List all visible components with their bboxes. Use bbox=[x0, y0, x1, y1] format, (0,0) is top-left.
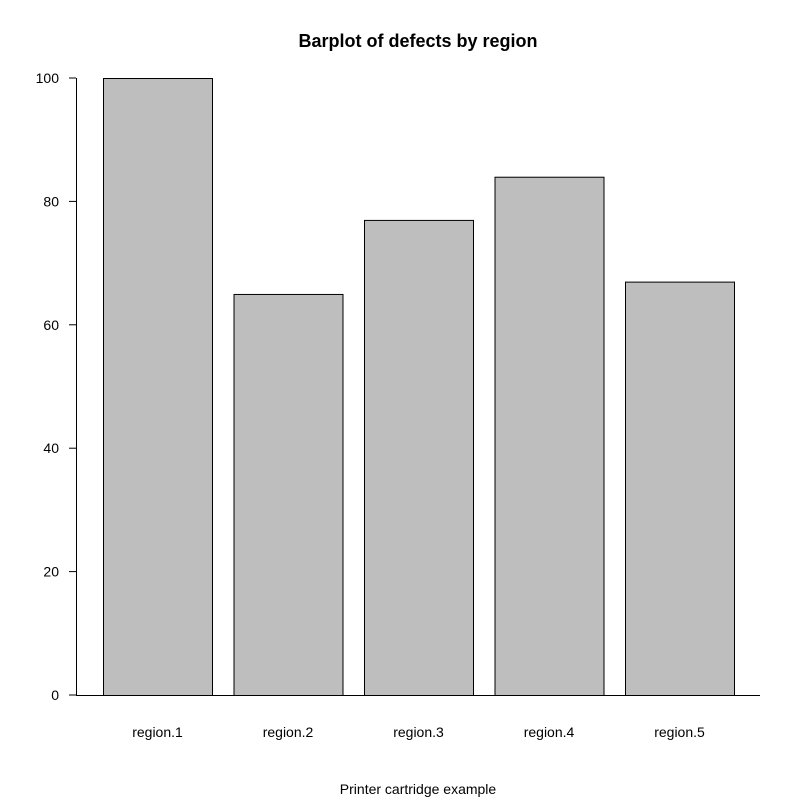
y-tick-label: 80 bbox=[43, 193, 59, 209]
bar-region.4 bbox=[494, 176, 605, 697]
x-axis-labels: region.1 region.2 region.3 region.4 region.5 bbox=[132, 724, 705, 740]
x-tick-label: region.5 bbox=[654, 724, 705, 740]
bars-group bbox=[103, 78, 735, 697]
x-tick-label: region.3 bbox=[393, 724, 444, 740]
y-tick-label: 20 bbox=[43, 564, 59, 580]
bar-region.3 bbox=[364, 219, 474, 696]
y-tick-label: 40 bbox=[43, 440, 59, 456]
chart-title: Barplot of defects by region bbox=[298, 31, 537, 51]
y-tick-label: 60 bbox=[43, 317, 59, 333]
x-axis-title: Printer cartridge example bbox=[340, 781, 497, 797]
y-axis: 0 20 40 60 80 100 bbox=[36, 70, 77, 703]
bar-region.5 bbox=[625, 281, 735, 696]
x-tick-label: region.2 bbox=[263, 724, 314, 740]
x-tick-label: region.1 bbox=[132, 724, 183, 740]
bar-region.2 bbox=[233, 293, 344, 696]
x-tick-label: region.4 bbox=[524, 724, 575, 740]
y-tick-label: 0 bbox=[51, 687, 59, 703]
bar-region.1 bbox=[103, 78, 213, 696]
y-tick-label: 100 bbox=[36, 70, 60, 86]
